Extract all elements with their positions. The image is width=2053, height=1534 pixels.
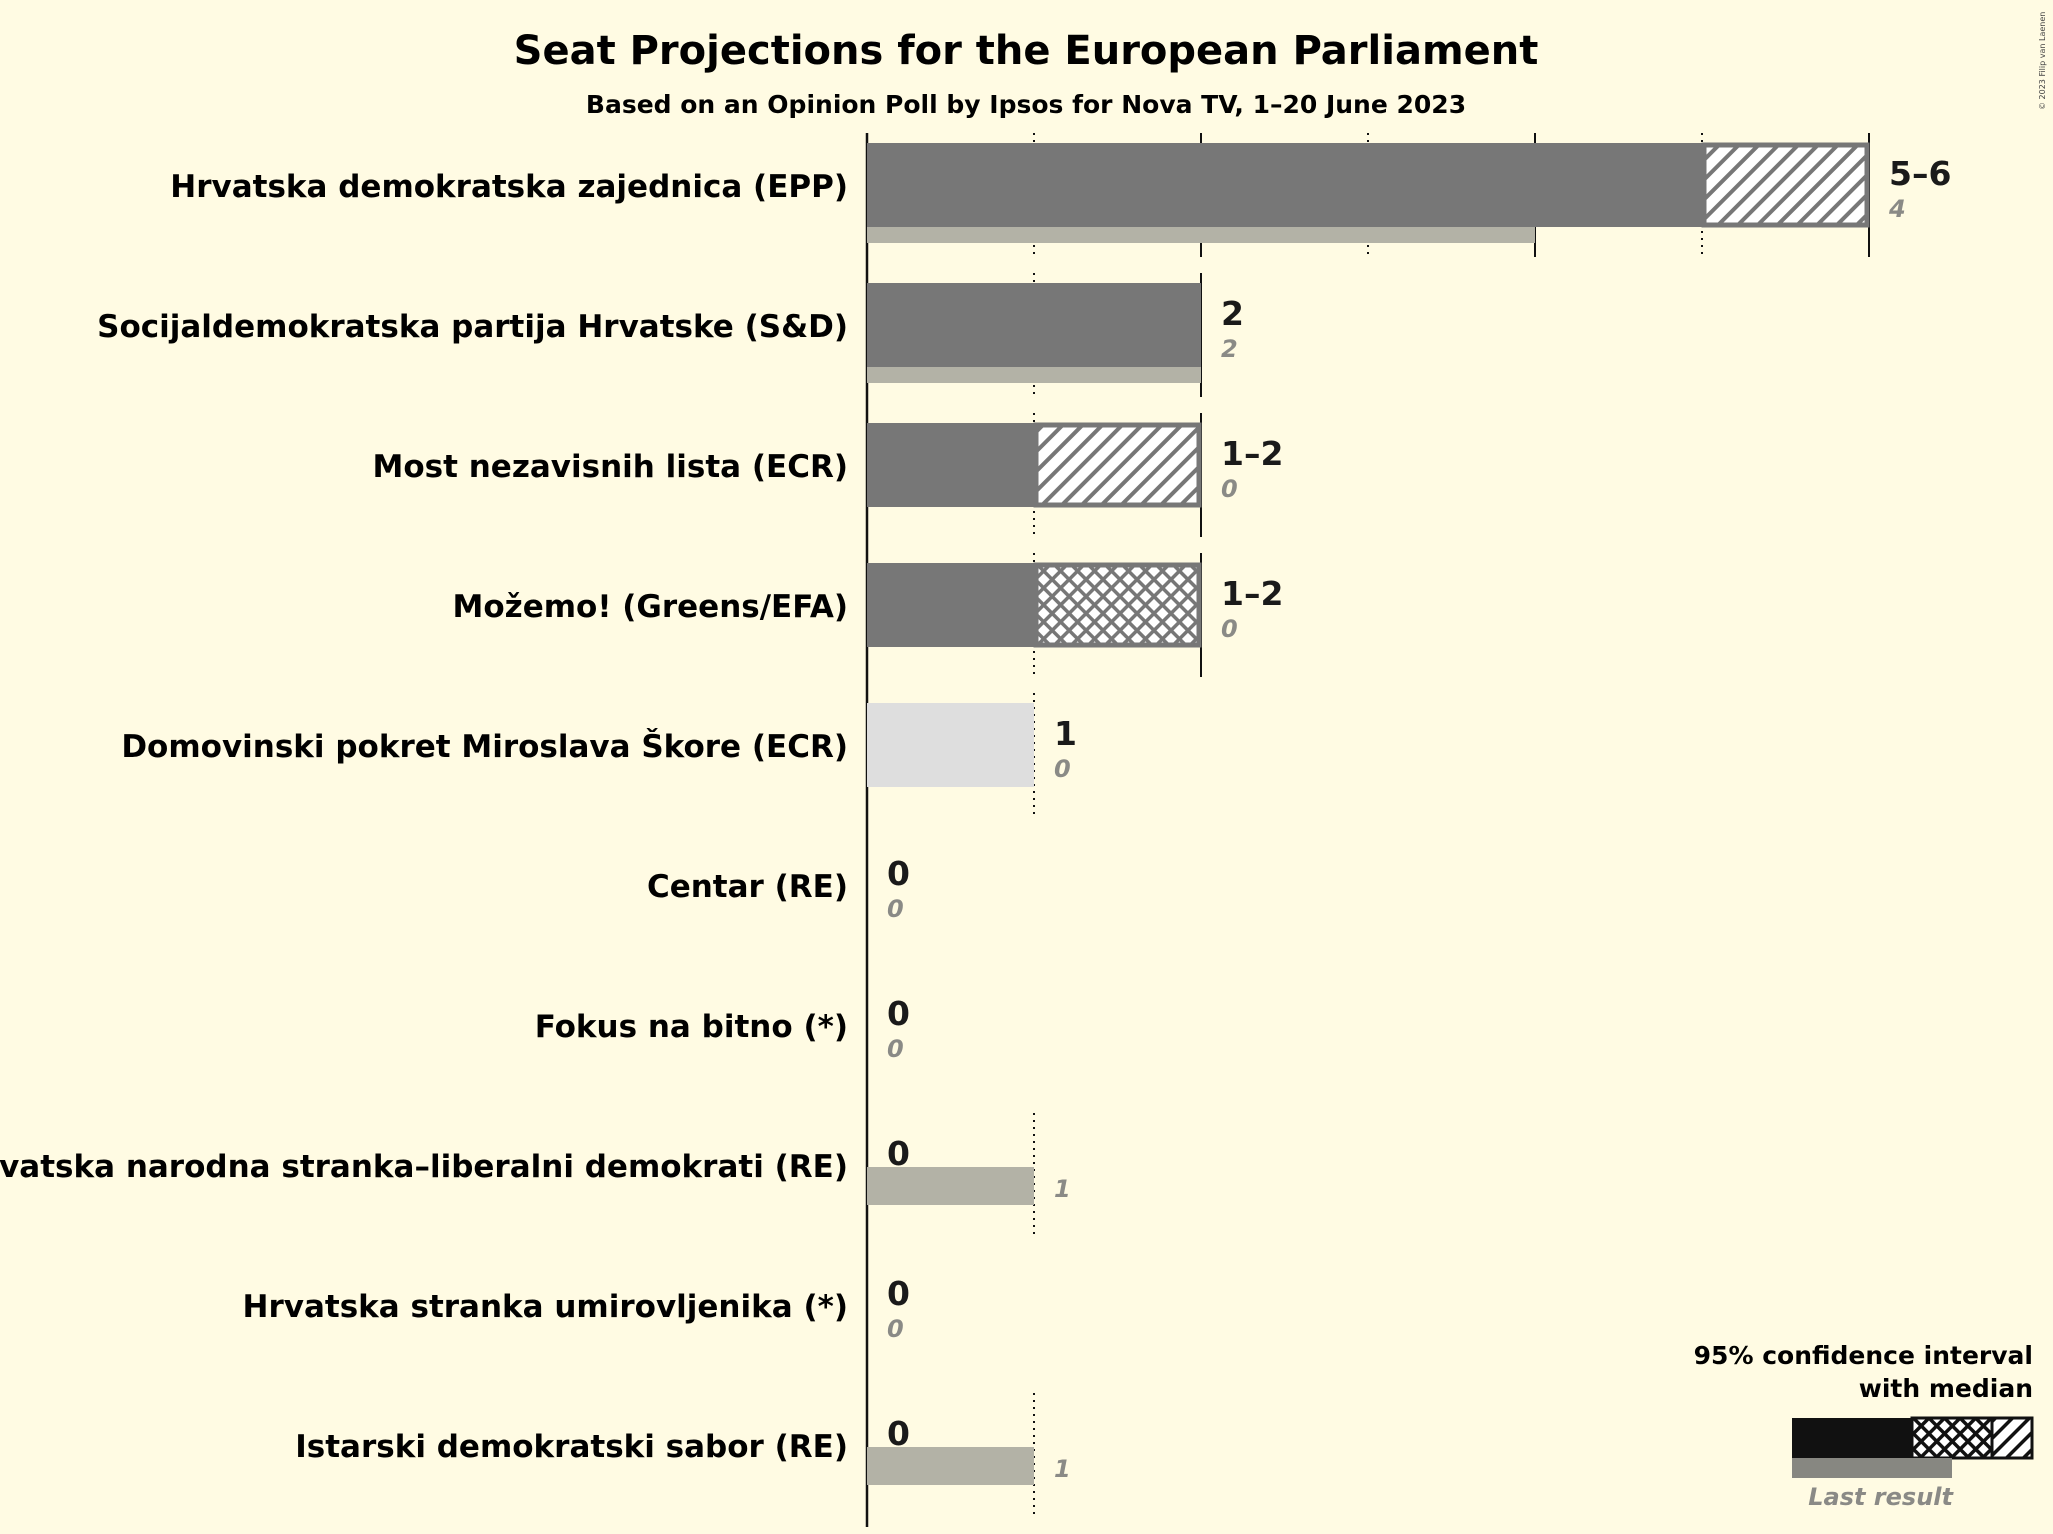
seat-bar (867, 143, 1702, 227)
last-result-label: 0 (887, 895, 904, 923)
last-result-label: 0 (887, 1035, 904, 1063)
last-result-label: 1 (1054, 1175, 1071, 1203)
last-result-label: 0 (1221, 615, 1238, 643)
party-label: Hrvatska narodna stranka–liberalni demok… (0, 1149, 848, 1185)
seat-bar (867, 563, 1034, 647)
party-label: Hrvatska demokratska zajednica (EPP) (170, 169, 848, 205)
legend-cross-swatch (1910, 1416, 1994, 1460)
range-label: 1–2 (1221, 434, 1283, 473)
party-label: Most nezavisnih lista (ECR) (373, 449, 848, 485)
party-label: Socijaldemokratska partija Hrvatske (S&D… (97, 309, 848, 345)
last-result-label: 2 (1221, 335, 1238, 363)
ci-range-bar (1033, 422, 1202, 508)
legend-title-line1: 95% confidence interval (1694, 1341, 2033, 1370)
seat-bar (867, 423, 1034, 507)
range-label: 0 (887, 994, 910, 1033)
party-label: Centar (RE) (647, 869, 848, 905)
party-label: Istarski demokratski sabor (RE) (295, 1429, 848, 1465)
party-label: Fokus na bitno (*) (535, 1009, 848, 1045)
last-result-label: 1 (1054, 1455, 1071, 1483)
legend: 95% confidence interval with median Last… (1694, 1341, 2034, 1511)
labels: Hrvatska demokratska zajednica (EPP) 5–64… (0, 154, 1951, 1483)
last-result-bar (867, 1447, 1034, 1485)
range-label: 1 (1054, 714, 1077, 753)
last-result-label: 4 (1888, 195, 1906, 223)
chart-title: Seat Projections for the European Parlia… (514, 28, 1539, 74)
legend-last-result-label: Last result (1808, 1483, 1954, 1511)
legend-last-result-swatch (1792, 1458, 1952, 1478)
last-result-label: 0 (1221, 475, 1238, 503)
legend-hatch-swatch (1990, 1416, 2034, 1460)
last-result-bar (867, 1167, 1034, 1205)
last-result-label: 0 (887, 1315, 904, 1343)
seat-bar (867, 283, 1201, 367)
seat-bar (867, 703, 1034, 787)
range-label: 0 (887, 1134, 910, 1173)
copyright-notice: © 2023 Filip van Laenen (2038, 12, 2047, 110)
range-label: 1–2 (1221, 574, 1283, 613)
range-label: 5–6 (1889, 154, 1951, 193)
range-label: 2 (1221, 294, 1244, 333)
legend-solid-swatch (1792, 1418, 1912, 1458)
party-label: Domovinski pokret Miroslava Škore (ECR) (121, 728, 848, 765)
ci-range-bar (1033, 562, 1202, 648)
chart-subtitle: Based on an Opinion Poll by Ipsos for No… (586, 90, 1466, 119)
bars (867, 142, 1870, 1485)
party-label: Možemo! (Greens/EFA) (453, 589, 849, 625)
range-label: 0 (887, 854, 910, 893)
legend-title-line2: with median (1859, 1374, 2033, 1403)
last-result-label: 0 (1054, 755, 1071, 783)
ci-range-bar (1701, 142, 1870, 228)
range-label: 0 (887, 1414, 910, 1453)
party-label: Hrvatska stranka umirovljenika (*) (243, 1289, 848, 1325)
range-label: 0 (887, 1274, 910, 1313)
